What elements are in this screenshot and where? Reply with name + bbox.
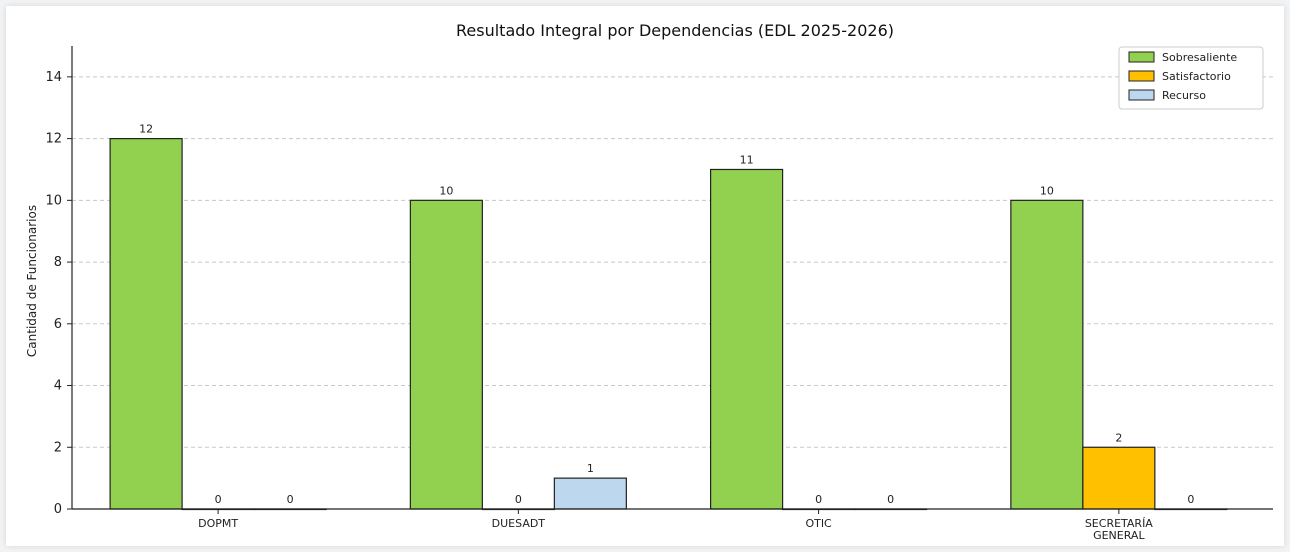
data-label-satisfactorio-1: 0: [515, 493, 522, 506]
bar-sobresaliente-1: [409, 199, 483, 510]
x-tick-label-0: DOPMT: [198, 517, 238, 530]
data-label-recurso-1: 1: [587, 462, 594, 475]
data-label-satisfactorio-0: 0: [215, 493, 222, 506]
legend-label-sobresaliente: Sobresaliente: [1162, 51, 1237, 64]
legend-swatch-recurso: [1128, 89, 1155, 101]
bar-sobresaliente-2: [709, 168, 784, 510]
data-label-recurso-3: 0: [1187, 493, 1194, 506]
legend-label-recurso: Recurso: [1162, 89, 1206, 102]
x-tick-label-1: DUESADT: [492, 517, 546, 530]
data-label-sobresaliente-2: 11: [740, 153, 754, 166]
y-tick-label-6: 6: [54, 317, 62, 332]
data-label-satisfactorio-2: 0: [815, 493, 822, 506]
legend-box: [1118, 46, 1264, 110]
bar-recurso-1: [553, 477, 627, 510]
legend: Sobresaliente Satisfactorio Recurso: [1118, 46, 1264, 110]
y-tick-label-10: 10: [45, 193, 62, 208]
y-tick-label-2: 2: [54, 440, 62, 455]
data-label-satisfactorio-3: 2: [1115, 431, 1122, 444]
bar-sobresaliente-0: [109, 138, 183, 510]
y-tick-label-8: 8: [54, 255, 62, 270]
y-axis-label: Cantidad de Funcionarios: [25, 205, 39, 357]
y-tick-label-0: 0: [54, 502, 62, 517]
chart-figure: Resultado Integral por Dependencias (EDL…: [6, 6, 1284, 546]
gridlines: [72, 76, 1273, 448]
bar-chart: Resultado Integral por Dependencias (EDL…: [25, 21, 1273, 542]
bar-sobresaliente-3: [1010, 199, 1084, 510]
y-tick-label-4: 4: [54, 379, 62, 394]
data-label-recurso-2: 0: [887, 493, 894, 506]
legend-swatch-sobresaliente: [1128, 51, 1155, 63]
data-label-sobresaliente-1: 10: [439, 184, 453, 197]
bar-satisfactorio-3: [1082, 446, 1156, 510]
y-tick-label-12: 12: [45, 132, 62, 147]
chart-title: Resultado Integral por Dependencias (EDL…: [456, 21, 894, 40]
legend-label-satisfactorio: Satisfactorio: [1162, 70, 1231, 83]
data-label-recurso-0: 0: [287, 493, 294, 506]
data-label-sobresaliente-0: 12: [139, 123, 153, 136]
data-label-sobresaliente-3: 10: [1040, 184, 1054, 197]
y-tick-label-14: 14: [45, 70, 62, 85]
x-tick-label-3: SECRETARÍA GENERAL: [1085, 517, 1153, 542]
legend-swatch-satisfactorio: [1128, 70, 1155, 82]
x-tick-label-2: OTIC: [805, 517, 832, 530]
